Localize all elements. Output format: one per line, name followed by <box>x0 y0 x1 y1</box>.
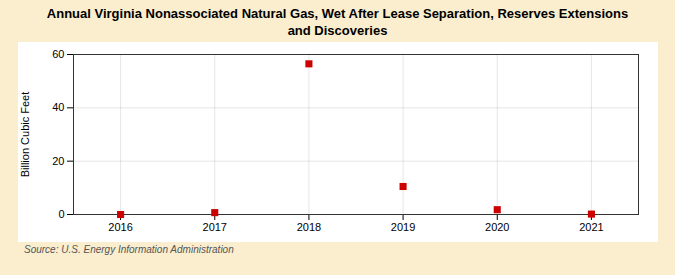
html-text:Source: U.S. Energy Informatio: Source: U.S. Energy Information Administ… <box>24 243 234 255</box>
svg-text:2019: 2019 <box>390 221 414 233</box>
svg-text:2020: 2020 <box>485 221 509 233</box>
svg-text:Billion Cubic Feet: Billion Cubic Feet <box>19 91 31 177</box>
svg-text:2017: 2017 <box>202 221 226 233</box>
svg-text:2018: 2018 <box>296 221 320 233</box>
svg-text:2021: 2021 <box>579 221 603 233</box>
svg-text:2016: 2016 <box>108 221 132 233</box>
svg-text:40: 40 <box>52 101 64 113</box>
svg-text:0: 0 <box>58 208 64 220</box>
svg-text:20: 20 <box>52 154 64 166</box>
html-text:Annual Virginia Nonassociated: Annual Virginia Nonassociated Natural Ga… <box>46 6 629 38</box>
svg-text:60: 60 <box>52 48 64 60</box>
